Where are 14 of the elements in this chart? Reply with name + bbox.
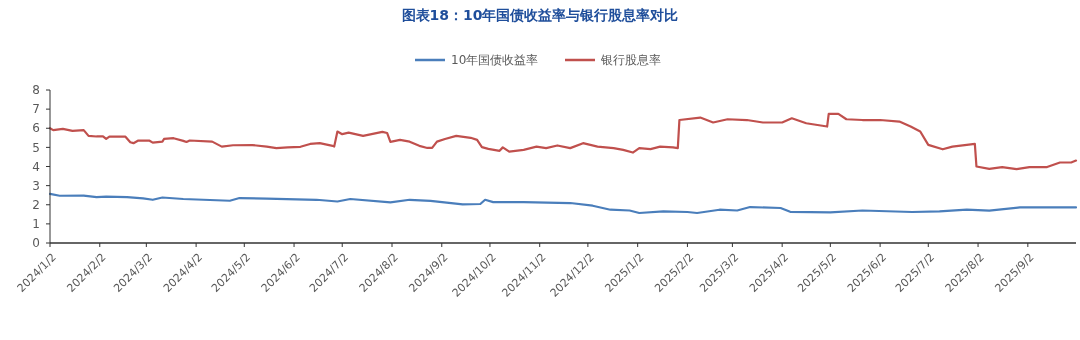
y-tick-label: 3 <box>32 178 40 193</box>
chart-title: 图表18：10年国债收益率与银行股息率对比 <box>401 7 679 23</box>
y-tick-label: 6 <box>32 121 40 136</box>
line-series <box>48 192 1078 215</box>
y-tick-label: 1 <box>32 217 40 232</box>
y-tick-label: 4 <box>32 159 40 174</box>
y-tick-label: 8 <box>32 83 40 98</box>
line-series <box>48 112 1078 171</box>
y-tick-label: 7 <box>32 102 40 117</box>
y-tick-label: 2 <box>32 197 40 212</box>
legend-label: 10年国债收益率 <box>451 53 539 68</box>
y-tick-label: 0 <box>32 236 40 251</box>
y-tick-label: 5 <box>32 140 40 155</box>
legend-label: 银行股息率 <box>600 53 661 68</box>
